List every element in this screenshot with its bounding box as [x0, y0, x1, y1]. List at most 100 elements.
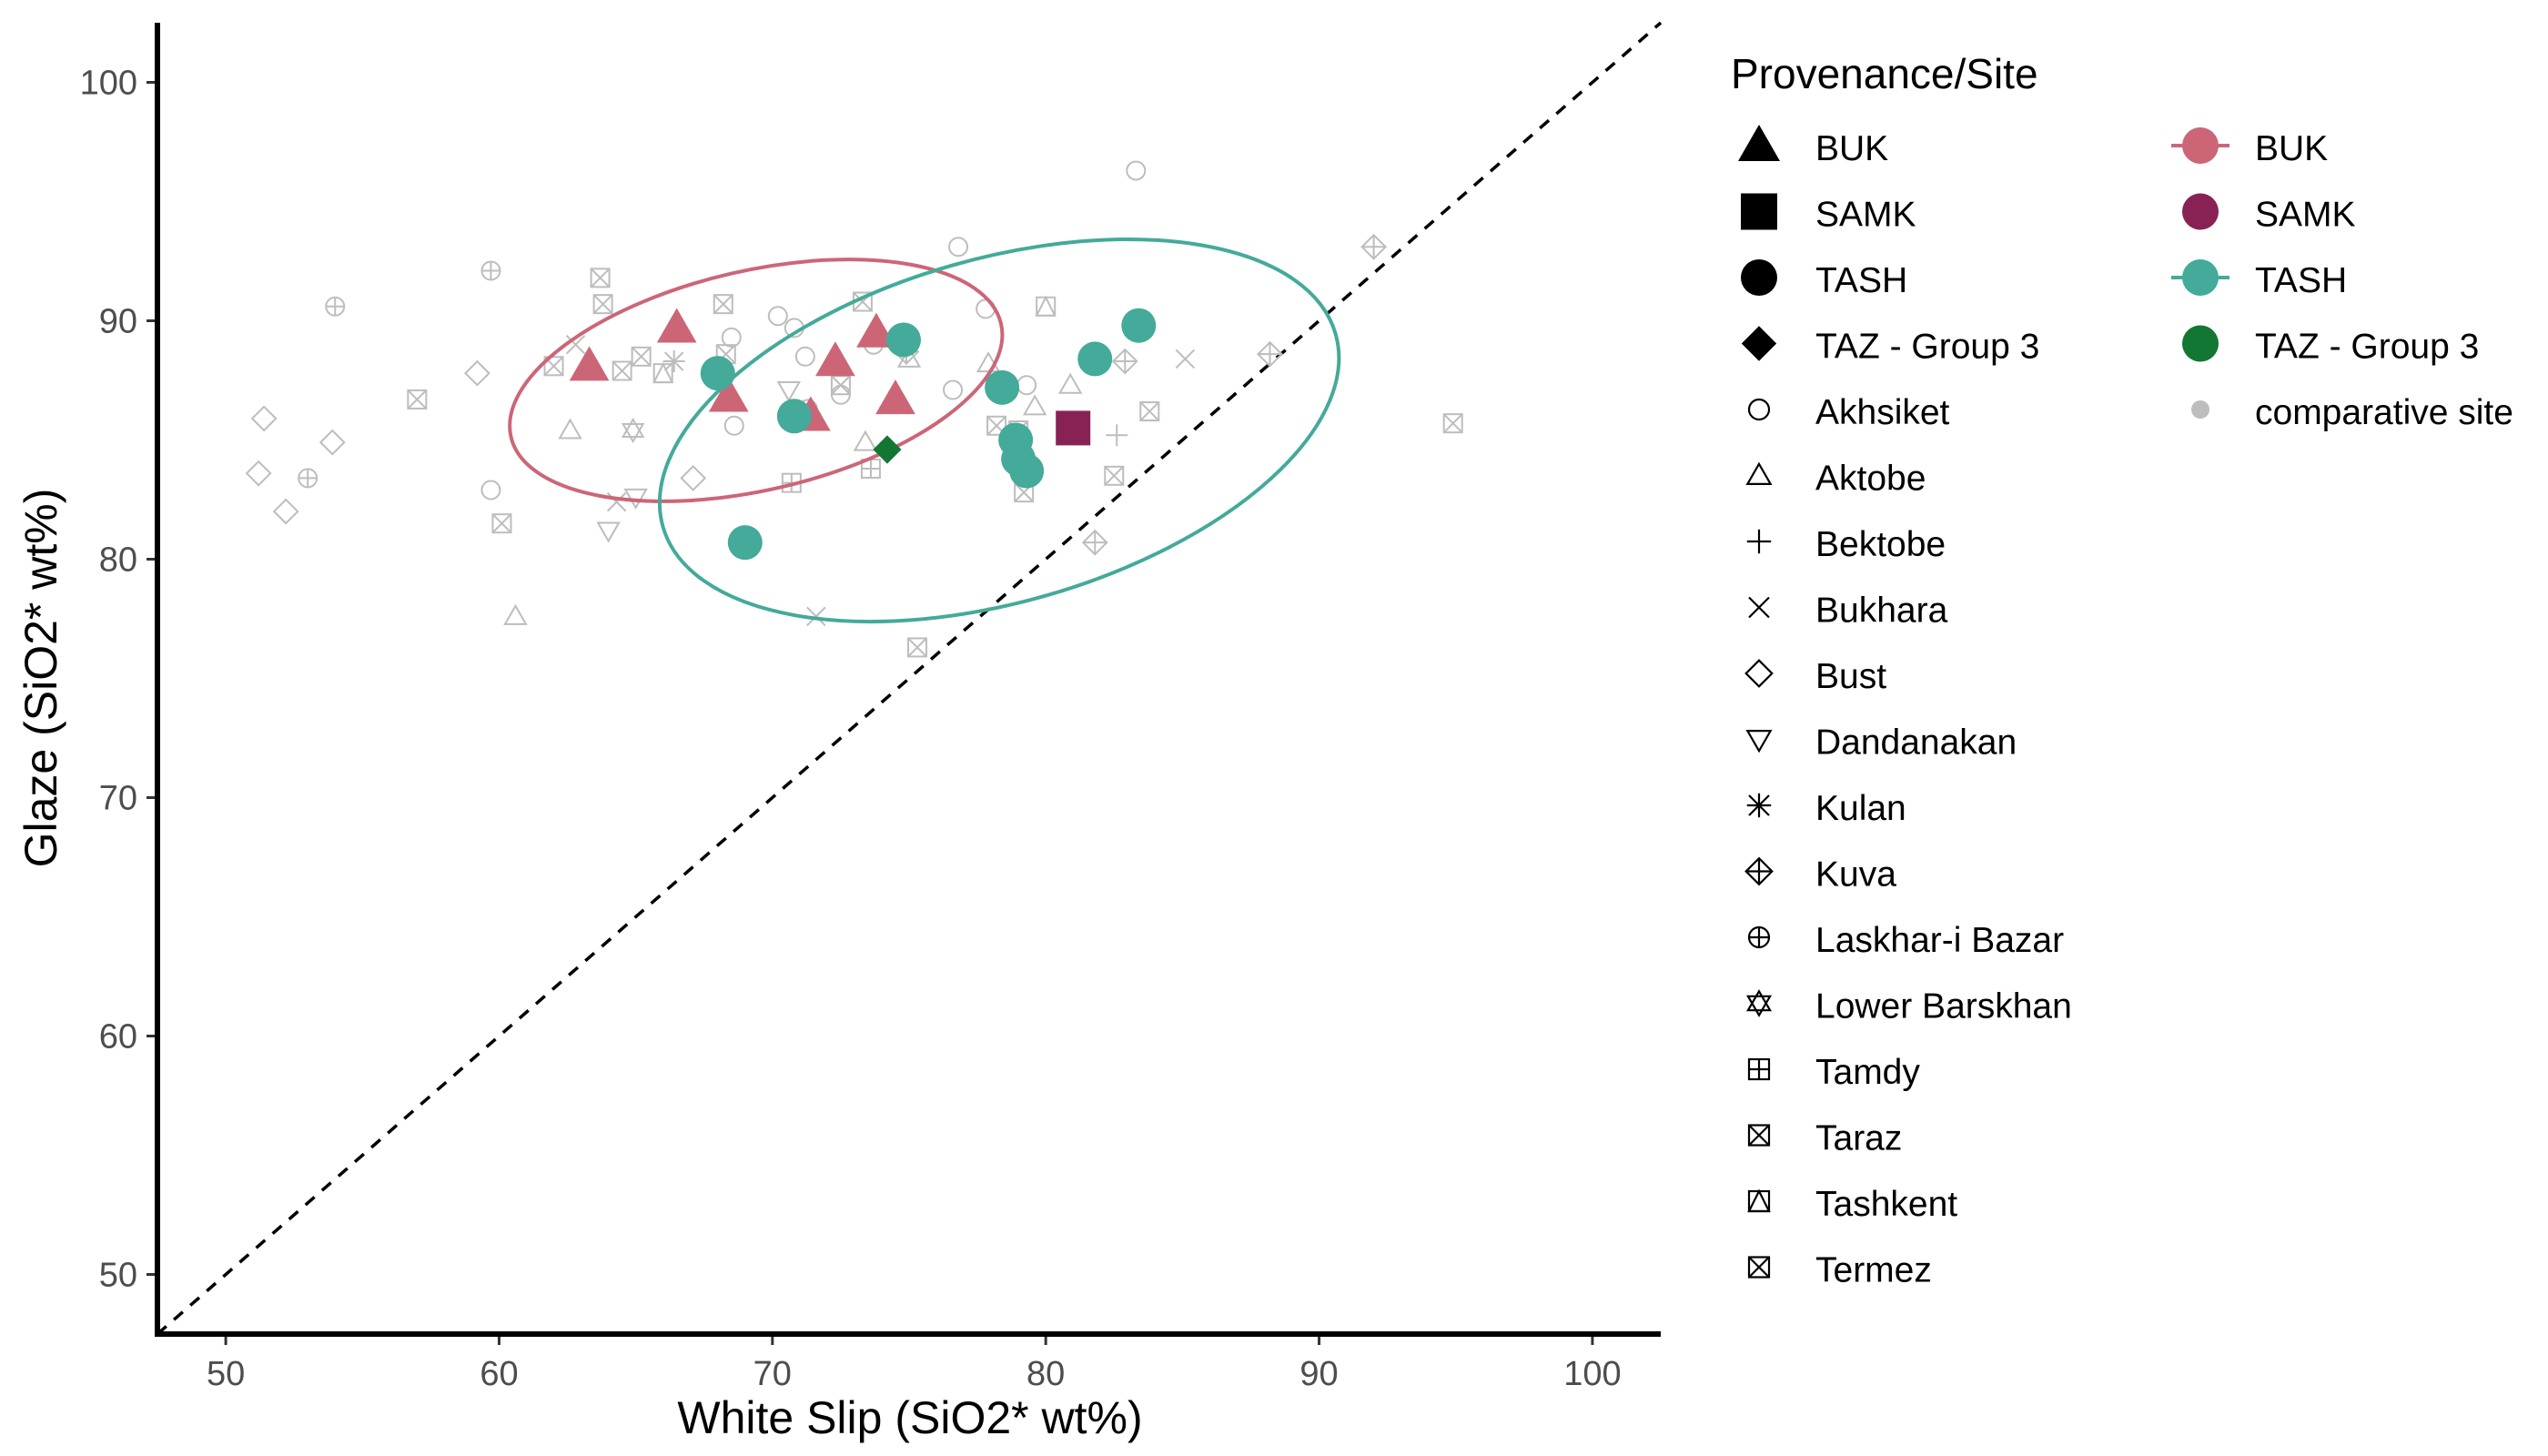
point-termez: [907, 637, 928, 658]
point-taraz: [590, 268, 611, 288]
point-termez: [407, 389, 428, 410]
legend-label: Bektobe: [1815, 525, 1946, 564]
point-tashkent: [1035, 295, 1057, 317]
legend-color-key-comparative-site: [2191, 400, 2209, 419]
point-tash: [885, 322, 921, 358]
point-termez: [491, 513, 512, 534]
legend-label: Kulan: [1815, 789, 1906, 828]
point-buk: [875, 379, 915, 415]
point-aktobe: [503, 603, 528, 625]
point-bust: [680, 465, 707, 491]
point-tash: [985, 369, 1020, 405]
point-aktobe: [853, 430, 878, 451]
legend-key-tamdy: [1747, 1057, 1771, 1081]
legend-key-kulan: [1746, 793, 1772, 818]
legend-label: SAMK: [1815, 196, 1916, 235]
legend-color-key-samk: [2182, 193, 2219, 230]
legend-key-taz-group-3: [1741, 326, 1777, 361]
x-tick-label: 60: [480, 1355, 518, 1393]
point-aktobe: [558, 418, 582, 440]
legend-key-taraz: [1747, 1124, 1771, 1147]
x-tick-label: 50: [207, 1355, 245, 1393]
legend-color-label: comparative site: [2255, 393, 2513, 432]
point-bust: [318, 429, 346, 456]
legend-label: Akhsiket: [1815, 393, 1950, 432]
legend-key-bukhara: [1748, 596, 1770, 619]
legend-label: Termez: [1815, 1251, 1932, 1290]
point-termez: [631, 346, 652, 367]
point-termez: [1139, 401, 1160, 422]
y-tick-label: 90: [99, 303, 137, 341]
point-aktobe: [1057, 372, 1083, 394]
x-tick-label: 80: [1026, 1355, 1065, 1393]
point-termez: [612, 360, 632, 381]
point-termez: [592, 294, 613, 315]
point-laskhar-i-bazar: [325, 296, 346, 317]
y-tick-label: 50: [99, 1257, 137, 1295]
point-laskhar-i-bazar: [298, 468, 318, 489]
point-tash: [776, 399, 812, 434]
point-akhsiket: [794, 346, 815, 367]
point-samk: [1056, 410, 1091, 446]
point-kulan: [662, 350, 685, 373]
point-taz-group-3: [873, 435, 902, 464]
y-tick-label: 80: [99, 541, 137, 580]
x-axis-title: White Slip (SiO2* wt%): [677, 1392, 1142, 1443]
point-buk: [815, 341, 855, 377]
legend-label: Kuva: [1815, 855, 1896, 895]
x-tick-label: 100: [1563, 1355, 1621, 1393]
legend-color-label: BUK: [2255, 129, 2328, 168]
point-bukhara: [565, 334, 586, 355]
point-buk: [708, 377, 749, 412]
point-lower-barskhan: [621, 418, 645, 444]
y-tick-label: 100: [80, 65, 137, 103]
point-akhsiket: [767, 306, 788, 327]
plot-area: [156, 21, 1663, 1336]
legend-key-samk: [1741, 193, 1777, 230]
legend-label: Lower Barskhan: [1815, 987, 2072, 1026]
point-bukhara: [606, 491, 627, 512]
y-axis-title: Glaze (SiO2* wt%): [15, 489, 66, 868]
legend-label: Bukhara: [1815, 592, 1948, 631]
point-bukhara: [806, 606, 826, 627]
point-buk: [656, 308, 697, 343]
point-termez: [1442, 413, 1463, 434]
point-akhsiket: [948, 237, 969, 258]
legend-label: TASH: [1815, 261, 1907, 300]
legend-key-lower-barskhan: [1745, 989, 1773, 1017]
point-termez: [1104, 465, 1125, 486]
point-laskhar-i-bazar: [480, 260, 501, 281]
ellipse-tash: [657, 237, 1341, 624]
legend-key-bektobe: [1746, 529, 1772, 554]
point-akhsiket: [943, 379, 964, 400]
legend-color-key-taz-group-3: [2182, 325, 2219, 362]
reference-line-1to1: [156, 21, 1663, 1336]
point-akhsiket: [480, 480, 501, 500]
legend-color-key-buk: [2171, 127, 2230, 164]
point-kuva: [1360, 233, 1388, 260]
ellipse-buk: [508, 258, 1005, 503]
legend-label: Tashkent: [1815, 1185, 1957, 1224]
point-bektobe: [1106, 424, 1128, 447]
x-tick-label: 90: [1299, 1355, 1338, 1393]
point-tash: [1077, 341, 1113, 377]
point-termez: [830, 375, 851, 396]
legend-key-akhsiket: [1747, 398, 1771, 421]
legend-label: Tamdy: [1815, 1053, 1920, 1092]
y-tick-label: 60: [99, 1018, 137, 1057]
legend-key-tashkent: [1747, 1188, 1771, 1213]
point-tash: [700, 356, 735, 391]
point-dandanakan: [596, 521, 621, 543]
legend-key-termez: [1747, 1256, 1771, 1279]
legend-color-label: SAMK: [2255, 196, 2356, 235]
point-akhsiket: [1016, 375, 1037, 396]
point-kuva: [1257, 340, 1283, 368]
legend-color-key-tash: [2171, 259, 2230, 296]
legend-color-label: TASH: [2255, 261, 2347, 300]
point-akhsiket: [1126, 160, 1147, 181]
point-bust: [250, 405, 278, 432]
x-tick-label: 70: [753, 1355, 792, 1393]
legend-key-dandanakan: [1745, 730, 1773, 753]
legend-label: Dandanakan: [1815, 723, 2017, 763]
point-bust: [272, 498, 299, 525]
